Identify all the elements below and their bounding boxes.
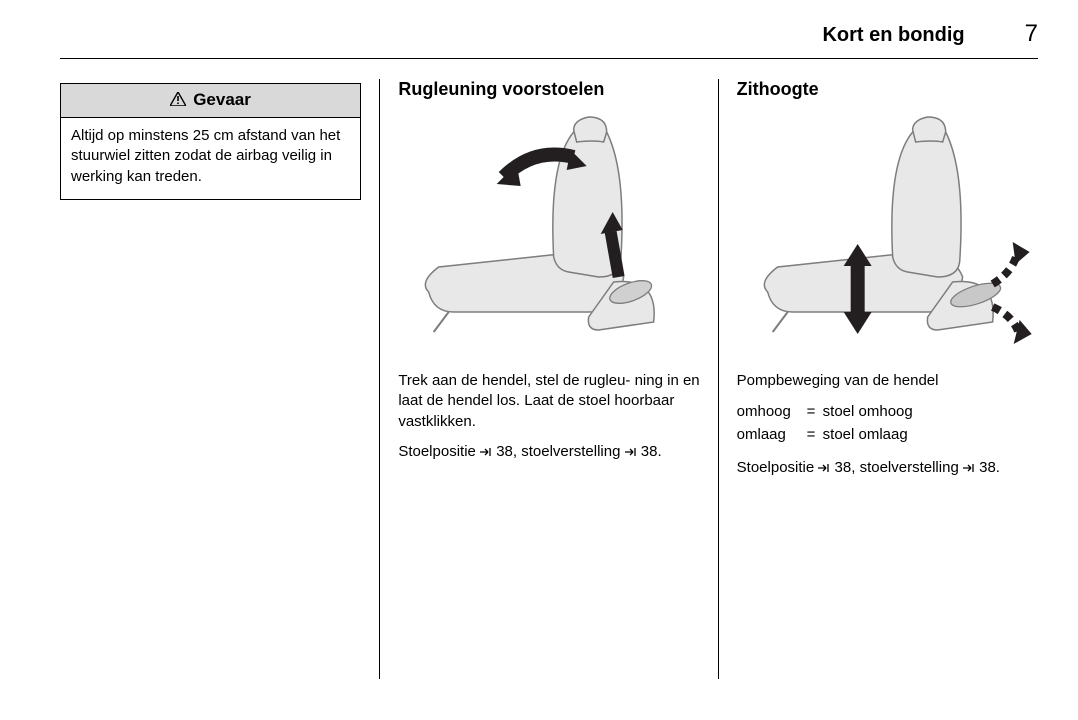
ref-arrow-icon [625,444,637,464]
ref-frag-3: 38. [641,443,662,460]
figure-seat-backrest [398,112,699,352]
content-columns: Gevaar Altijd op minstens 25 cm afstand … [60,79,1038,679]
ref-arrow-icon [480,444,492,464]
header-page-number: 7 [1025,20,1038,48]
ref-arrow-icon [963,460,975,480]
ref-frag-2: 38, stoelverstelling [496,443,624,460]
heading-rugleuning: Rugleuning voorstoelen [398,79,699,100]
figure-seat-height [737,112,1038,352]
defs-val: stoel omhoog [823,401,913,424]
defs-eq: = [807,401,823,424]
warning-box: Gevaar Altijd op minstens 25 cm afstand … [60,83,361,200]
body-text-zithoogte: Pompbeweging van de hendel [737,371,1038,391]
page-header: Kort en bondig 7 [60,20,1038,59]
defs-row: omhoog = stoel omhoog [737,401,1038,424]
warning-title-text: Gevaar [193,90,251,109]
warning-body-text: Altijd op minstens 25 cm afstand van het… [61,118,360,199]
ref-arrow-icon [818,460,830,480]
header-title: Kort en bondig [822,24,964,47]
heading-zithoogte: Zithoogte [737,79,1038,100]
ref-frag-2: 38, stoelverstelling [835,459,963,476]
column-3: Zithoogte Pompbeweging van de hende [719,79,1038,679]
definitions-table: omhoog = stoel omhoog omlaag = stoel oml… [737,401,1038,446]
body-text-rugleuning: Trek aan de hendel, stel de rugleu- ning… [398,371,699,432]
defs-row: omlaag = stoel omlaag [737,424,1038,447]
ref-frag-1: Stoelpositie [398,443,480,460]
ref-text-rugleuning: Stoelpositie 38, stoelverstelling 38. [398,442,699,464]
defs-term: omlaag [737,424,807,447]
defs-eq: = [807,424,823,447]
ref-frag-1: Stoelpositie [737,459,819,476]
ref-text-zithoogte: Stoelpositie 38, stoelverstelling 38. [737,458,1038,480]
column-1: Gevaar Altijd op minstens 25 cm afstand … [60,79,379,679]
warning-title-row: Gevaar [61,84,360,118]
ref-frag-3: 38. [979,459,1000,476]
column-2: Rugleuning voorstoelen Trek aan de hende… [380,79,717,679]
defs-val: stoel omlaag [823,424,908,447]
warning-triangle-icon [170,91,186,111]
defs-term: omhoog [737,401,807,424]
